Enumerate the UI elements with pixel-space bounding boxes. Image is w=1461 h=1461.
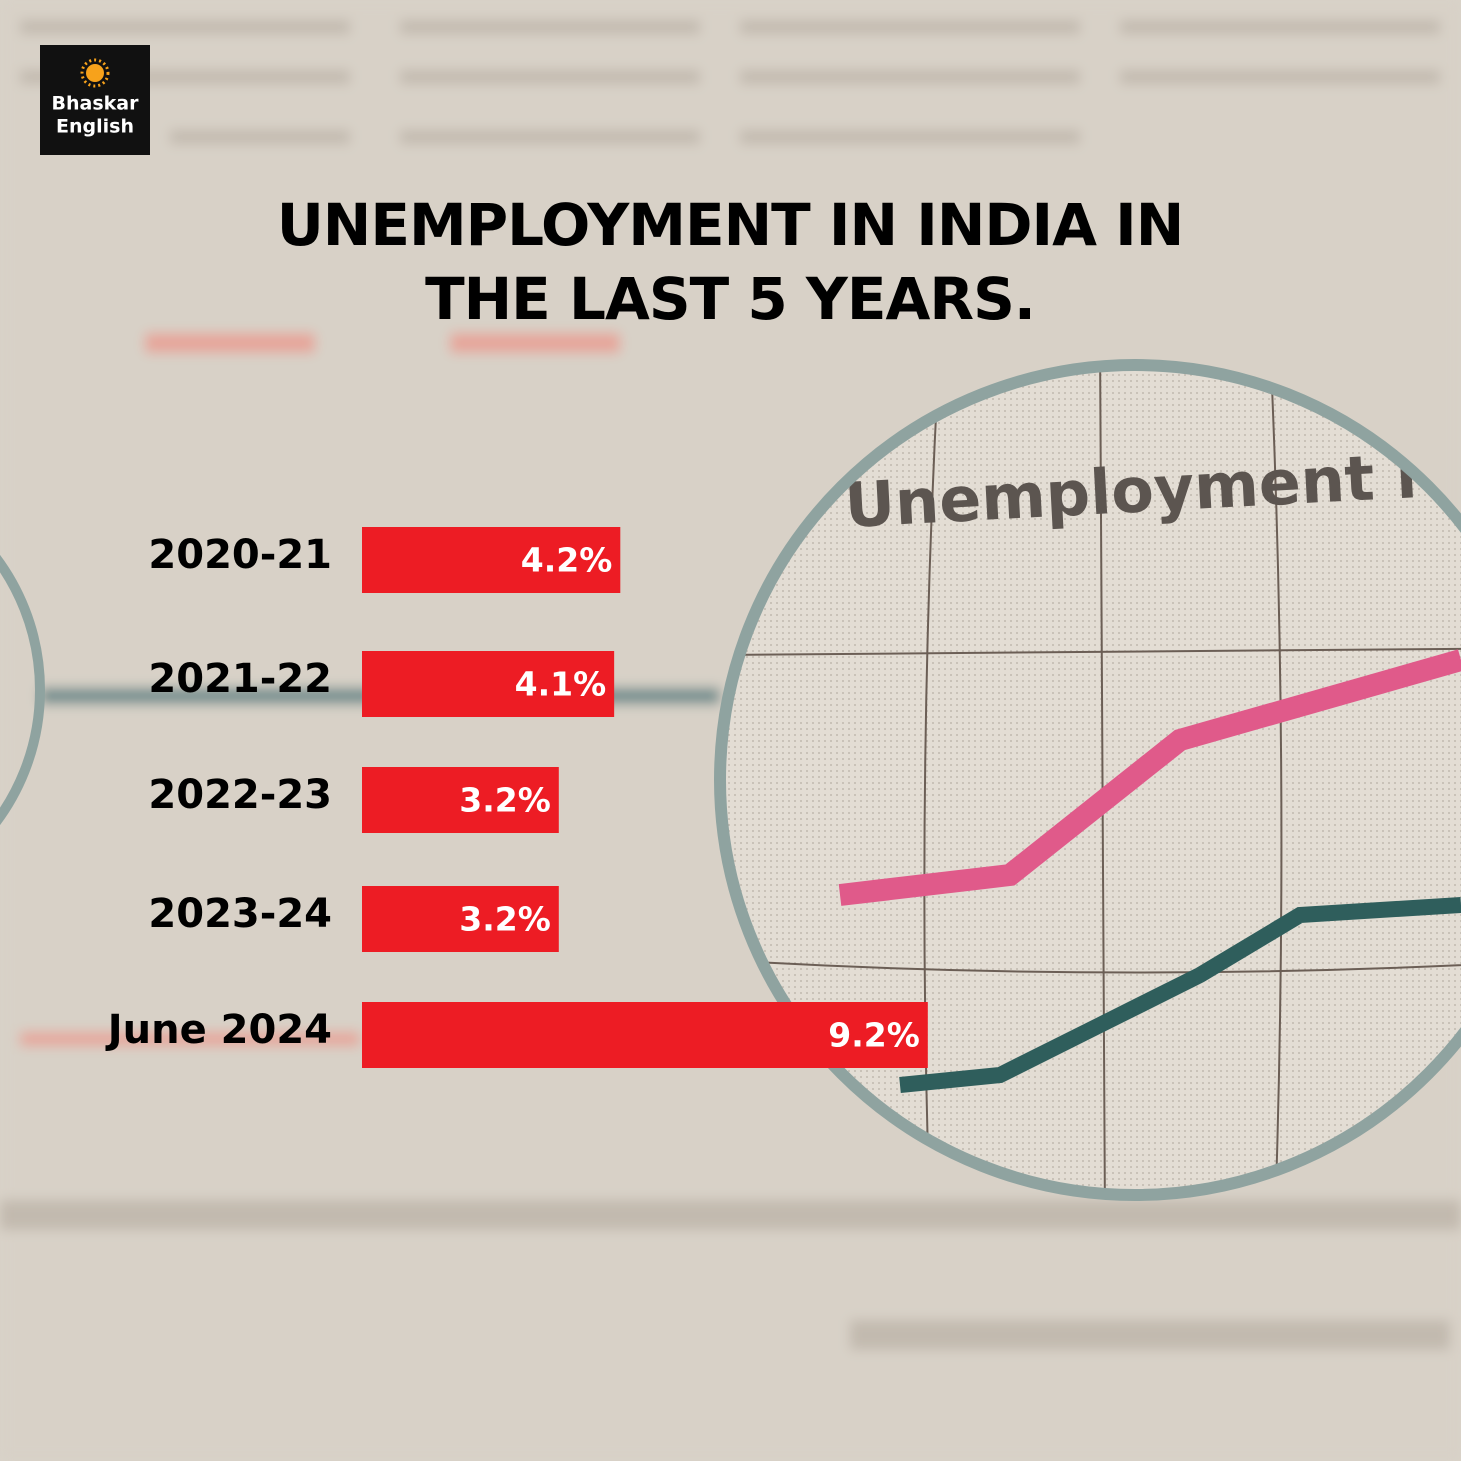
value-label: 4.1% [515,665,607,704]
category-label: 2022-23 [148,772,332,818]
category-label: 2021-22 [148,656,332,702]
category-label: June 2024 [105,1007,332,1053]
category-label: 2020-21 [148,532,332,578]
value-label: 3.2% [459,900,551,939]
magnifier: Unemployment r [714,359,1461,1201]
brand-line: Bhaskar [52,93,140,115]
bar [362,767,559,833]
category-label: 2023-24 [148,891,332,937]
bar [362,527,621,593]
chart-title: UNEMPLOYMENT IN INDIA IN THE LAST 5 YEAR… [276,191,1185,333]
value-label: 3.2% [459,781,551,820]
lens-edge [0,555,45,825]
value-label: 4.2% [521,541,613,580]
bar [362,886,559,952]
value-label: 9.2% [828,1016,920,1055]
brand-line: English [56,116,134,138]
bar [362,651,615,717]
bar [362,1002,928,1068]
logo: Bhaskar English [40,45,150,155]
